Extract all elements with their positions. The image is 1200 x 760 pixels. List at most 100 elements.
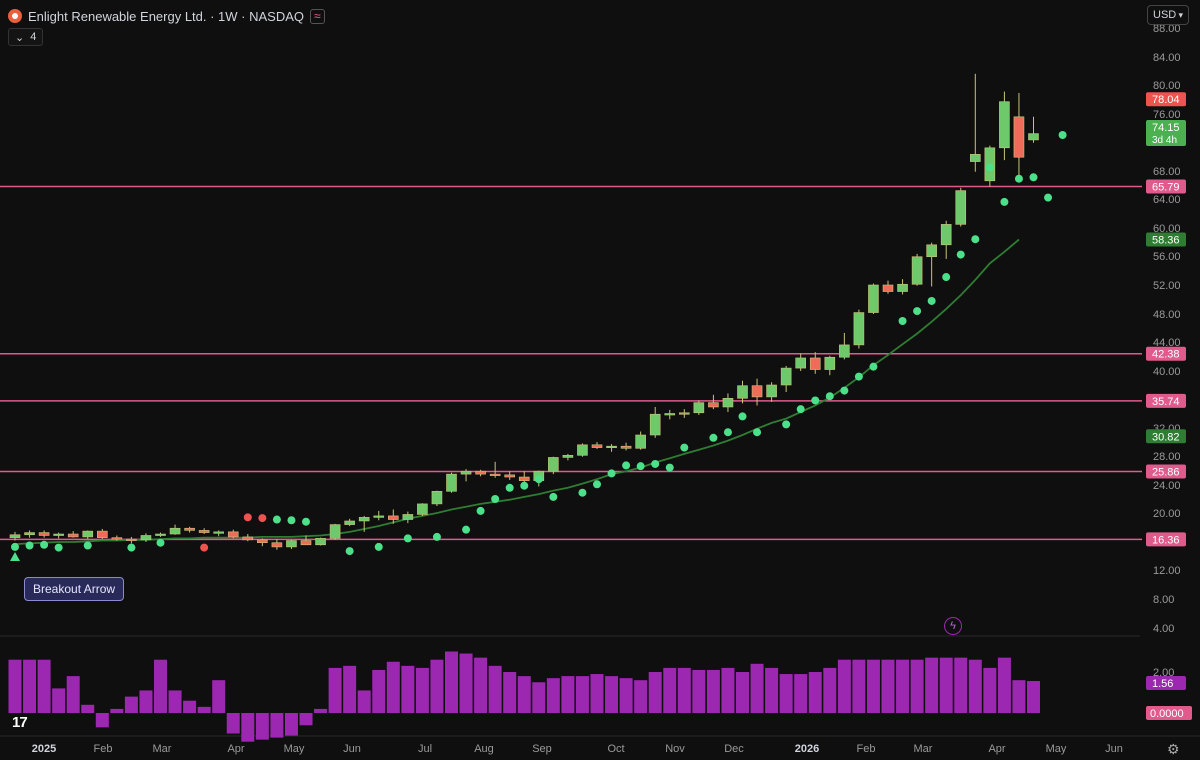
sar-dot: [272, 515, 281, 524]
candle-body: [839, 344, 850, 358]
candle: [577, 443, 588, 457]
countdown-label: 3d 4h: [1152, 135, 1177, 146]
y-tick-label: 76.00: [1153, 109, 1181, 121]
price-label: 42.38: [1152, 349, 1180, 361]
histogram-bar: [779, 674, 793, 713]
sar-dot: [287, 516, 296, 525]
candle: [489, 461, 501, 478]
price-label: 25.86: [1152, 467, 1180, 479]
histogram-bar: [968, 659, 982, 713]
histogram-bar: [445, 651, 458, 713]
candle: [824, 355, 836, 376]
sar-dot: [258, 514, 267, 523]
price-label-box: [1146, 119, 1186, 146]
sar-dot: [491, 495, 500, 503]
sar-dot: [156, 538, 165, 547]
candle-body: [853, 312, 865, 346]
sar-dot: [345, 547, 354, 556]
histogram-bar: [474, 657, 488, 713]
candle: [911, 253, 923, 286]
candle-body: [358, 517, 370, 522]
x-tick-label: Apr: [988, 743, 1005, 755]
candle-body: [155, 533, 166, 536]
candle-body: [329, 524, 341, 539]
flash-icon[interactable]: ϟ: [944, 617, 962, 635]
histogram-bar: [605, 676, 619, 713]
candle-body: [766, 384, 777, 398]
price-label-box: [1146, 179, 1186, 194]
x-tick-label: May: [284, 743, 305, 755]
histogram-bar: [154, 659, 167, 713]
histogram-bar: [415, 667, 429, 713]
candle: [97, 528, 108, 540]
candle: [548, 456, 559, 475]
histogram-bar: [852, 659, 866, 713]
histogram-bar: [750, 663, 764, 713]
candle-body: [548, 457, 559, 472]
x-tick-label: May: [1046, 743, 1067, 755]
candle: [693, 400, 705, 415]
candle: [1013, 92, 1025, 178]
sar-dot: [25, 541, 34, 550]
candle: [140, 533, 152, 542]
candle-body: [97, 530, 108, 538]
histogram-bar: [52, 688, 66, 713]
candle-body: [271, 542, 283, 548]
sar-dot: [549, 492, 558, 501]
candle: [926, 242, 937, 287]
symbol-header[interactable]: Enlight Renewable Energy Ltd. · 1W · NAS…: [8, 6, 325, 26]
x-tick-label: 2025: [32, 743, 56, 755]
candle-body: [38, 532, 50, 536]
candle-body: [227, 531, 239, 538]
candle-body: [780, 367, 792, 386]
candle-body: [708, 402, 719, 408]
histogram-bar: [8, 659, 22, 713]
indicators-toggle[interactable]: ⌄ 4: [8, 28, 44, 46]
y-tick-label: 64.00: [1153, 194, 1181, 206]
compare-icon[interactable]: ≈: [310, 8, 325, 24]
candle: [38, 530, 50, 538]
sar-dot: [811, 396, 820, 405]
sar-dot: [854, 372, 863, 381]
gear-icon[interactable]: ⚙: [1167, 741, 1180, 757]
candle-body: [664, 413, 676, 416]
moving-average-line: [14, 238, 1020, 545]
histogram-bar: [808, 672, 822, 713]
histogram-bar: [95, 713, 109, 728]
price-label-box: [1146, 346, 1186, 361]
candle: [518, 471, 530, 483]
candle: [955, 187, 967, 227]
candle-body: [606, 445, 617, 449]
candle: [780, 365, 792, 392]
sar-dot: [753, 428, 762, 437]
oscillator-zero-label: 0.0000: [1150, 708, 1184, 720]
sar-dot: [505, 483, 514, 492]
sar-dot: [956, 250, 965, 259]
candle: [67, 531, 79, 538]
x-tick-label: 2026: [795, 743, 819, 755]
candle: [940, 220, 952, 259]
candle-body: [315, 538, 326, 546]
histogram-bar: [314, 708, 328, 713]
candle: [9, 531, 21, 541]
x-tick-label: Oct: [607, 743, 624, 755]
candle-body: [475, 470, 486, 475]
sar-dot: [709, 433, 718, 442]
x-tick-label: Jun: [1105, 743, 1123, 755]
currency-select[interactable]: USD ▾: [1147, 5, 1189, 25]
candle-body: [1028, 133, 1039, 141]
oscillator-value-box: [1146, 676, 1186, 690]
sar-dot: [1044, 193, 1053, 202]
sar-dot: [723, 428, 732, 437]
candle-body: [722, 397, 734, 408]
sar-dot: [374, 542, 383, 551]
candle-body: [809, 357, 821, 370]
sar-dot: [651, 459, 660, 468]
histogram-bar: [343, 665, 357, 713]
histogram-bar: [692, 669, 706, 713]
histogram-bar: [997, 657, 1011, 713]
candle: [664, 409, 676, 420]
candle: [155, 532, 166, 537]
y-tick-label: 40.00: [1153, 366, 1181, 378]
